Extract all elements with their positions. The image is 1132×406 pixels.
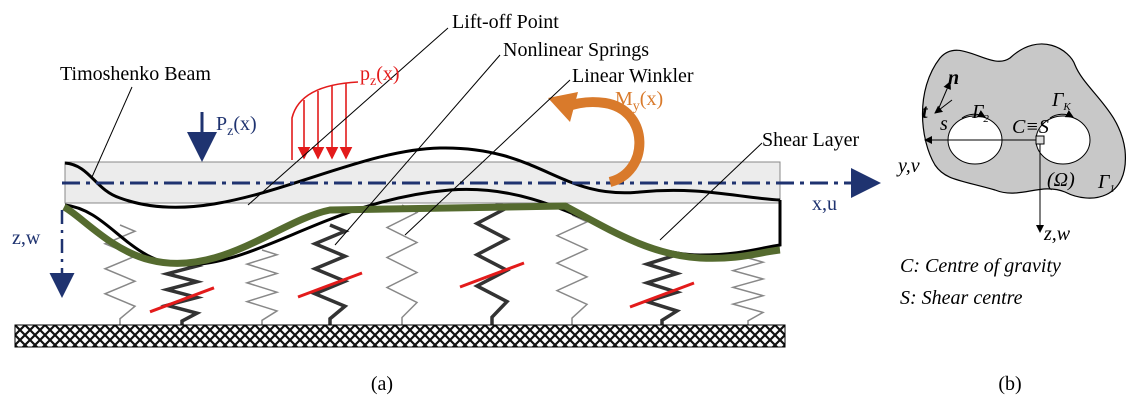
nonlinear-spring	[315, 225, 345, 325]
svg-text:y,v: y,v	[896, 155, 920, 177]
z-axis-label: z,w	[12, 227, 41, 249]
linear-spring	[387, 205, 417, 325]
distributed-load-label: pz(x)	[360, 63, 400, 89]
svg-text:s: s	[940, 113, 948, 135]
spring-marker	[460, 263, 524, 287]
svg-text:C≡S: C≡S	[1012, 116, 1049, 138]
label: Linear Winkler	[572, 65, 694, 87]
shear-layer	[64, 206, 780, 263]
svg-text:n: n	[948, 67, 959, 89]
caption: (a)	[371, 373, 393, 395]
linear-spring	[557, 215, 587, 325]
label: Shear Layer	[762, 129, 860, 151]
svg-text:(Ω): (Ω)	[1047, 169, 1075, 191]
svg-text:C: Centre of gravity: C: Centre of gravity	[900, 255, 1061, 277]
caption: (b)	[998, 373, 1021, 395]
svg-text:z,w: z,w	[1043, 223, 1071, 245]
nonlinear-spring	[647, 250, 677, 325]
label: Timoshenko Beam	[60, 63, 211, 85]
label: Nonlinear Springs	[503, 39, 649, 61]
x-axis-label: x,u	[812, 193, 837, 215]
leader-lines	[92, 28, 762, 245]
label: Lift-off Point	[452, 11, 559, 33]
point-load-label: Pz(x)	[216, 113, 257, 139]
nonlinear-spring	[477, 200, 507, 325]
linear-spring	[733, 258, 763, 325]
nonlinear-spring	[167, 262, 197, 325]
ground	[15, 325, 785, 347]
svg-text:S: Shear centre: S: Shear centre	[900, 287, 1023, 309]
distributed-load	[292, 82, 358, 160]
figure: Timoshenko Beam Lift-off Point Nonlinear…	[0, 0, 1132, 401]
linear-spring	[247, 250, 277, 325]
